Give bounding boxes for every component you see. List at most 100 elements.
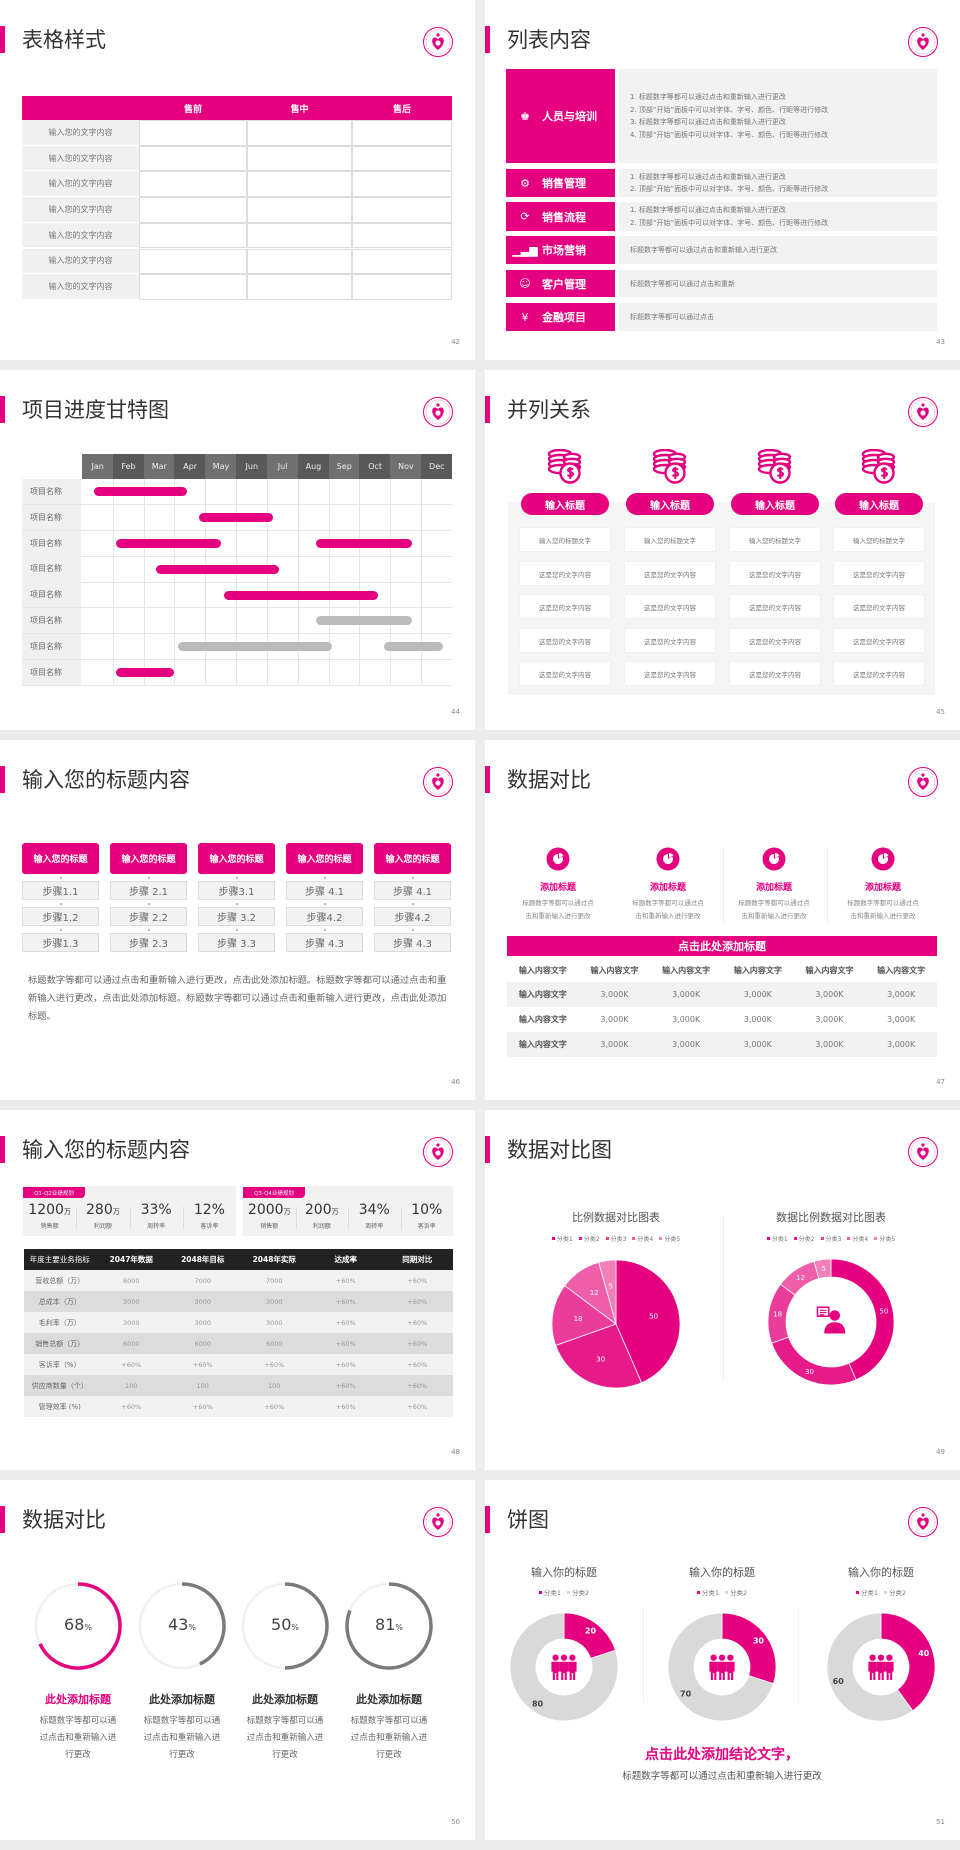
legend-item: 分类2	[567, 1587, 589, 1597]
list-item-2[interactable]: ⟳ 销售流程	[506, 202, 615, 231]
step-column-header[interactable]: 输入您的标题	[286, 843, 363, 874]
step-column-header[interactable]: 输入您的标题	[22, 843, 99, 874]
gantt-bar[interactable]	[316, 616, 412, 626]
list-item-5[interactable]: ¥ 金融项目	[506, 303, 615, 331]
gantt-bar[interactable]	[223, 590, 378, 600]
list-item-4[interactable]: ☺ 客户管理	[506, 270, 615, 297]
legend-item: 分类4	[847, 1234, 868, 1243]
step-column-header[interactable]: 输入您的标题	[110, 843, 187, 874]
table-cell: 6000	[122, 1339, 140, 1348]
legend-swatch	[632, 1236, 636, 1240]
step-box[interactable]: 步骤3.1	[198, 881, 275, 900]
table-cell[interactable]	[139, 274, 247, 300]
step-box[interactable]: 步骤1.3	[22, 933, 99, 952]
table-cell[interactable]	[352, 145, 452, 172]
table-cell[interactable]	[247, 171, 352, 198]
step-box[interactable]: 步骤 2.2	[110, 907, 187, 926]
step-box[interactable]: 步骤1.1	[22, 881, 99, 900]
table-cell[interactable]	[352, 248, 452, 275]
table-cell[interactable]	[247, 248, 352, 275]
step-box[interactable]: 步骤 4.1	[286, 881, 363, 900]
step-box[interactable]: 步骤 2.3	[110, 933, 187, 952]
list-item-0[interactable]: ♚ 人员与培训	[506, 69, 615, 163]
table-title-bar[interactable]: 点击此处添加标题	[507, 936, 937, 956]
table-cell[interactable]	[247, 197, 352, 223]
step-box[interactable]: 步骤 4.1	[374, 881, 451, 900]
slide-45[interactable]: 并列关系 输入标题 输入您的标题文字 这是您的文字内容 这是您的文字内容 这是您的文字内…	[485, 370, 960, 730]
list-item-1[interactable]: ⚙ 销售管理	[506, 169, 615, 197]
table-cell[interactable]	[352, 197, 452, 223]
donut-segment[interactable]	[813, 1258, 832, 1280]
table-cell[interactable]	[139, 171, 247, 198]
gantt-row-divider	[22, 530, 452, 531]
gantt-bar[interactable]	[316, 539, 412, 548]
table-cell[interactable]	[139, 145, 247, 172]
slide-48[interactable]: 输入您的标题内容 Q1-Q2业绩规划 1200 万销售额 280 万利润额 33% 周转率 1…	[0, 1110, 475, 1470]
column-title-pill[interactable]: 输入标题	[731, 493, 819, 515]
step-column-header[interactable]: 输入您的标题	[374, 843, 451, 874]
slide-42[interactable]: 表格样式 售前 售中 售后 输入您的文字内容 输入您的文字内容 输入您的文字内容 输入您的文…	[0, 0, 475, 360]
pie-slice[interactable]	[598, 1259, 617, 1325]
slide-50[interactable]: 数据对比 68% 此处添加标题 标题数字等都可以通 过点击和重新输入进 行更改 43% 此处…	[0, 1480, 475, 1840]
donut-segment[interactable]	[880, 1612, 936, 1712]
step-box[interactable]: 步骤4.2	[374, 907, 451, 926]
connector-dot	[412, 929, 414, 931]
table-cell[interactable]	[352, 274, 452, 300]
bar-chart-icon: ▁▃▆	[512, 243, 538, 257]
kpi-number: 200	[304, 1202, 332, 1218]
step-box[interactable]: 步骤 3.2	[198, 907, 275, 926]
step-box[interactable]: 步骤 4.3	[286, 933, 363, 952]
slide-49[interactable]: 数据对比图 比例数据对比图表 分类1 分类2 分类3 分类4 分类5 50 30 18 12 5 数据…	[485, 1110, 960, 1470]
donut-segment[interactable]	[830, 1258, 895, 1381]
gantt-bar[interactable]	[199, 513, 274, 523]
table-cell[interactable]	[139, 222, 247, 249]
pie-slice[interactable]	[551, 1285, 617, 1346]
donut-segment[interactable]	[509, 1612, 619, 1722]
table-cell[interactable]	[352, 120, 452, 146]
column-title-pill[interactable]: 输入标题	[835, 493, 923, 515]
table-cell[interactable]	[139, 248, 247, 275]
slide-47[interactable]: 数据对比 添加标题 标题数字等都可以通过点 击和重新输入进行更改 添加标题 标题数字等都…	[485, 740, 960, 1100]
table-cell: 6000	[194, 1339, 212, 1348]
table-cell: 100	[125, 1381, 138, 1390]
table-cell: +60%	[335, 1318, 356, 1327]
gantt-bar[interactable]	[177, 642, 332, 652]
slide-43[interactable]: 列表内容 ♚ 人员与培训 1. 标题数字等都可以通过点击和重新输入进行更改 2. 顶…	[485, 0, 960, 360]
pie-slice[interactable]	[615, 1259, 681, 1384]
table-cell[interactable]	[139, 120, 247, 146]
table-cell: +60%	[407, 1318, 428, 1327]
column-title-pill[interactable]: 输入标题	[521, 493, 609, 515]
column-title-pill[interactable]: 输入标题	[626, 493, 714, 515]
donut-segment[interactable]	[721, 1612, 777, 1685]
gantt-bar[interactable]	[155, 564, 280, 574]
list-item-3[interactable]: ▁▃▆ 市场营销	[506, 236, 615, 264]
table-cell[interactable]	[247, 120, 352, 146]
step-column-header[interactable]: 输入您的标题	[198, 843, 275, 874]
table-cell[interactable]	[247, 274, 352, 300]
slide-46[interactable]: 输入您的标题内容 输入您的标题 步骤1.1 步骤1.2 步骤1.3 输入您的标题 步骤 2…	[0, 740, 475, 1100]
step-box[interactable]: 步骤 2.1	[110, 881, 187, 900]
pie-slice[interactable]	[555, 1323, 643, 1389]
slide-51[interactable]: 饼图 输入你的标题 分类1 分类2 20 80 输入你的标题 分类1 分类2 30 70 输入你的标…	[485, 1480, 960, 1840]
table-cell[interactable]	[352, 171, 452, 198]
step-box[interactable]: 步骤1.2	[22, 907, 99, 926]
table-cell[interactable]	[247, 222, 352, 249]
gantt-bar[interactable]	[115, 668, 175, 677]
step-box[interactable]: 步骤 3.3	[198, 933, 275, 952]
table-cell[interactable]	[352, 222, 452, 249]
gantt-bar[interactable]	[94, 487, 187, 497]
slide-44[interactable]: 项目进度甘特图 Jan Feb Mar Apr May Jun Jul Aug Sep Oct No…	[0, 370, 475, 730]
step-box[interactable]: 步骤4.2	[286, 907, 363, 926]
donut-segment[interactable]	[667, 1612, 774, 1722]
table-header-cell: 同期对比	[402, 1255, 433, 1264]
chart-title: 输入你的标题	[689, 1566, 755, 1579]
step-box[interactable]: 步骤 4.3	[374, 933, 451, 952]
table-cell[interactable]	[139, 197, 247, 223]
chart-legend: 分类1 分类2 分类3 分类4 分类5	[731, 1233, 931, 1243]
gantt-bar[interactable]	[384, 642, 443, 652]
feature-desc: 标题数字等都可以通过点	[738, 899, 810, 907]
donut-segment[interactable]	[771, 1336, 857, 1386]
gantt-bar[interactable]	[115, 539, 221, 548]
table-cell[interactable]	[247, 145, 352, 172]
donut-segment[interactable]	[826, 1612, 914, 1722]
